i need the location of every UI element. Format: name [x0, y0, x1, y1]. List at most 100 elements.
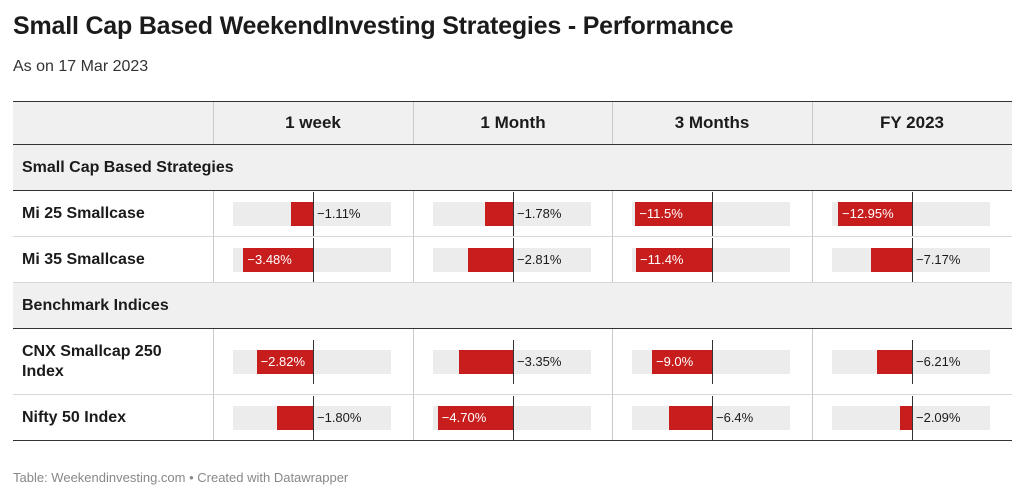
table-row: Mi 35 Smallcase −3.48% −2.81% −11.4% −7.17%	[13, 237, 1012, 283]
zero-line	[712, 395, 713, 440]
bar-mark	[636, 247, 712, 272]
page-subtitle: As on 17 Mar 2023	[13, 58, 149, 75]
table-row: Nifty 50 Index −1.80% −4.70% −6.4% −2.09%	[13, 395, 1012, 441]
column-divider	[612, 395, 613, 440]
group-header-row: Small Cap Based Strategies	[13, 145, 1012, 191]
row-name: Mi 25 Smallcase	[22, 204, 145, 222]
bar-track: −1.78%	[433, 191, 591, 236]
zero-line	[912, 339, 913, 384]
page-title: Small Cap Based WeekendInvesting Strateg…	[13, 12, 734, 40]
column-divider	[413, 191, 414, 236]
table-header-row: 1 week 1 Month 3 Months FY 2023	[13, 101, 1012, 145]
bar-track: −12.95%	[832, 191, 990, 236]
row-name: CNX Smallcap 250 Index	[22, 342, 162, 380]
data-label: −1.78%	[517, 205, 562, 221]
column-header: 1 week	[285, 113, 341, 132]
bar-track: −3.35%	[433, 339, 591, 384]
value-cell: −11.4%	[612, 237, 812, 282]
value-cell: −12.95%	[812, 191, 1012, 236]
bar-mark	[838, 201, 912, 226]
column-header: 3 Months	[674, 113, 750, 132]
zero-line	[313, 191, 314, 236]
zero-line	[712, 237, 713, 282]
bar-mark	[459, 349, 513, 374]
zero-line	[313, 237, 314, 282]
value-cell: −1.78%	[413, 191, 613, 236]
column-divider	[413, 395, 414, 440]
data-label: −3.35%	[517, 353, 562, 369]
zero-line	[313, 395, 314, 440]
bar-track: −1.80%	[233, 395, 391, 440]
zero-line	[513, 395, 514, 440]
data-label: −2.82%	[260, 353, 306, 369]
table-row: Mi 25 Smallcase −1.11% −1.78% −11.5% −12.95%	[13, 191, 1012, 237]
bar-mark	[437, 405, 513, 430]
bar-mark	[635, 201, 712, 226]
data-label: −2.09%	[916, 409, 961, 425]
column-divider	[812, 237, 813, 282]
column-divider	[213, 237, 214, 282]
column-divider	[213, 102, 214, 144]
column-divider	[812, 395, 813, 440]
bar-mark	[900, 405, 912, 430]
bar-mark	[652, 349, 712, 374]
value-cell: −7.17%	[812, 237, 1012, 282]
bar-track: −9.0%	[632, 339, 790, 384]
bar-track: −3.48%	[233, 237, 391, 282]
column-header: FY 2023	[880, 113, 944, 132]
data-label: −12.95%	[842, 205, 894, 221]
bar-track: −6.21%	[832, 339, 990, 384]
bar-mark	[256, 349, 313, 374]
value-cell: −9.0%	[612, 329, 812, 394]
value-cell: −4.70%	[413, 395, 613, 440]
zero-line	[712, 339, 713, 384]
bar-mark	[871, 247, 912, 272]
zero-line	[513, 191, 514, 236]
value-cell: −3.48%	[213, 237, 413, 282]
value-cell: −2.09%	[812, 395, 1012, 440]
data-label: −6.21%	[916, 353, 961, 369]
value-cell: −11.5%	[612, 191, 812, 236]
performance-table: 1 week 1 Month 3 Months FY 2023 Small Cap Ba…	[13, 101, 1012, 441]
column-divider	[612, 237, 613, 282]
bar-track: −2.09%	[832, 395, 990, 440]
data-label: −3.48%	[247, 251, 292, 267]
bar-track: −4.70%	[433, 395, 591, 440]
data-label: −2.81%	[517, 251, 562, 267]
column-divider	[812, 102, 813, 144]
bar-track: −2.81%	[433, 237, 591, 282]
bar-mark	[243, 247, 313, 272]
column-divider	[413, 102, 414, 144]
data-label: −7.17%	[916, 251, 961, 267]
bar-mark	[876, 349, 912, 374]
footer-credit: Table: Weekendinvesting.com • Created wi…	[13, 470, 349, 485]
data-label: −1.80%	[317, 409, 362, 425]
value-cell: −6.4%	[612, 395, 812, 440]
zero-line	[912, 191, 913, 236]
value-cell: −1.80%	[213, 395, 413, 440]
column-divider	[213, 191, 214, 236]
bar-mark	[484, 201, 513, 226]
bar-track: −11.4%	[632, 237, 790, 282]
bar-track: −11.5%	[632, 191, 790, 236]
column-divider	[812, 191, 813, 236]
value-cell: −3.35%	[413, 329, 613, 394]
column-divider	[413, 329, 414, 394]
row-name: Mi 35 Smallcase	[22, 250, 145, 268]
value-cell: −2.81%	[413, 237, 613, 282]
row-name: Nifty 50 Index	[22, 408, 127, 426]
bar-mark	[290, 201, 313, 226]
group-label: Small Cap Based Strategies	[22, 159, 234, 176]
bar-track: −6.4%	[632, 395, 790, 440]
data-label: −9.0%	[656, 353, 694, 369]
column-divider	[812, 329, 813, 394]
zero-line	[912, 395, 913, 440]
value-cell: −1.11%	[213, 191, 413, 236]
zero-line	[912, 237, 913, 282]
data-label: −11.5%	[639, 205, 683, 221]
zero-line	[712, 191, 713, 236]
group-header-row: Benchmark Indices	[13, 283, 1012, 329]
bar-track: −7.17%	[832, 237, 990, 282]
column-divider	[213, 329, 214, 394]
value-cell: −2.82%	[213, 329, 413, 394]
